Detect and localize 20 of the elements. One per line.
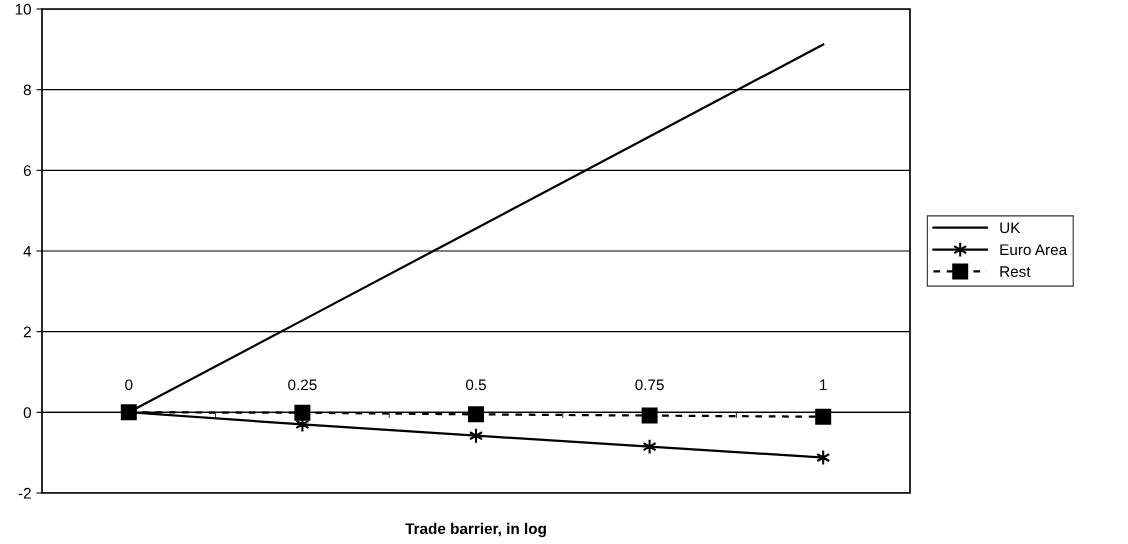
legend-label: UK <box>1000 222 1021 234</box>
y-tick-label: -2 <box>18 487 31 499</box>
y-tick-label: 0 <box>23 407 31 419</box>
y-tick-label: 6 <box>23 165 31 177</box>
x-tick-label: 0 <box>125 379 133 391</box>
y-tick-label: 10 <box>15 3 31 15</box>
y-tick-label: 2 <box>23 326 31 338</box>
x-tick-label: 1 <box>820 379 827 391</box>
y-tick-label: 8 <box>23 84 31 96</box>
y-tick-label: 4 <box>23 246 32 257</box>
point <box>468 406 484 423</box>
legend-label: Rest <box>1000 266 1031 277</box>
point <box>294 404 311 421</box>
point <box>641 407 658 424</box>
x-tick-label: 0.75 <box>635 379 664 391</box>
x-tick-label: 0.5 <box>465 379 486 391</box>
point <box>815 408 832 425</box>
x-axis-title: Trade barrier, in log <box>405 522 546 538</box>
legend-label: Euro Area <box>1000 244 1068 256</box>
x-tick-label: 0.25 <box>288 379 317 391</box>
